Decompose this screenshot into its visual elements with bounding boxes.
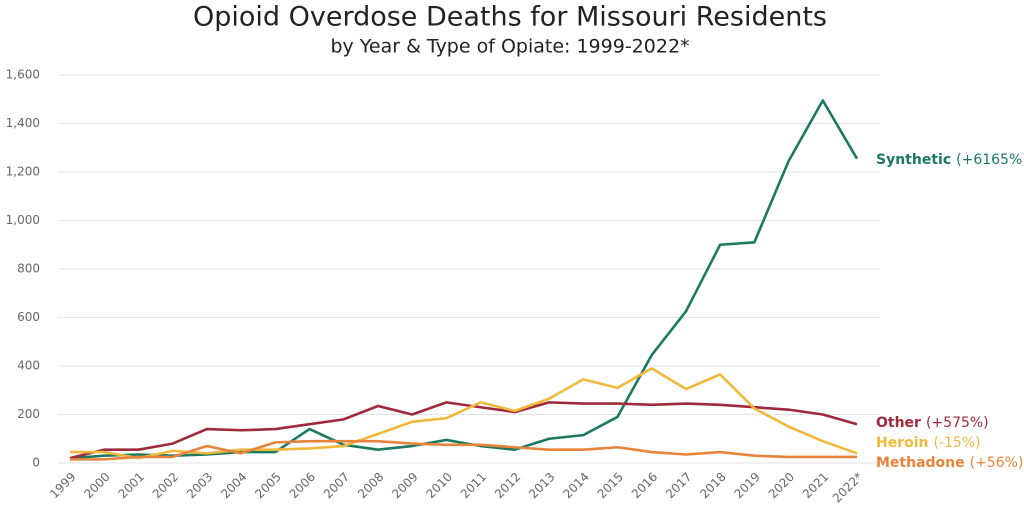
- series-line: [70, 439, 857, 461]
- x-tick-label: 2014: [560, 470, 591, 501]
- x-tick-label: 2016: [629, 470, 660, 501]
- y-tick-label: 1,000: [6, 213, 40, 227]
- series-label: Synthetic (+6165%): [876, 152, 1024, 168]
- series-change: (+56%): [970, 455, 1024, 471]
- x-tick-label: 2020: [766, 470, 797, 501]
- x-tick-label: 2022*: [830, 470, 866, 506]
- y-tick-label: 600: [17, 310, 40, 324]
- y-tick-label: 200: [17, 407, 40, 421]
- x-tick-label: 2015: [595, 470, 626, 501]
- x-tick-label: 2004: [218, 470, 249, 501]
- x-tick-label: 2017: [663, 470, 694, 501]
- x-tick-label: 2002: [150, 470, 181, 501]
- series-line: [70, 367, 858, 460]
- series-label: Heroin (-15%): [876, 435, 981, 451]
- series-change: (+6165%): [956, 152, 1024, 168]
- x-tick-label: 2021: [800, 470, 831, 501]
- series-name: Other: [876, 415, 921, 431]
- y-tick-label: 400: [17, 359, 40, 373]
- series-change: (+575%): [926, 415, 989, 431]
- x-tick-label: 2008: [355, 470, 386, 501]
- x-tick-label: 2001: [116, 470, 147, 501]
- series-change: (-15%): [934, 435, 981, 451]
- series-label: Methadone (+56%): [876, 455, 1023, 471]
- y-tick-label: 1,400: [6, 116, 40, 130]
- y-tick-label: 1,200: [6, 165, 40, 179]
- y-tick-label: 0: [32, 456, 40, 470]
- x-tick-label: 2012: [492, 470, 523, 501]
- x-tick-label: 2013: [526, 470, 557, 501]
- x-tick-label: 2000: [81, 470, 112, 501]
- series-name: Heroin: [876, 435, 929, 451]
- x-tick-label: 2007: [321, 470, 352, 501]
- series-label: Other (+575%): [876, 415, 989, 431]
- x-tick-label: 2010: [423, 470, 454, 501]
- series-line: [69, 99, 859, 460]
- x-tick-label: 2018: [697, 470, 728, 501]
- x-tick-label: 2003: [184, 470, 215, 501]
- y-tick-label: 800: [17, 262, 40, 276]
- chart-title: Opioid Overdose Deaths for Missouri Resi…: [193, 2, 827, 33]
- series-name: Methadone: [876, 455, 965, 471]
- x-tick-label: 1999: [47, 470, 78, 501]
- series-name: Synthetic: [876, 152, 951, 168]
- x-tick-label: 2005: [252, 470, 283, 501]
- x-tick-label: 2006: [287, 470, 318, 501]
- chart-subtitle: by Year & Type of Opiate: 1999-2022*: [330, 36, 689, 58]
- x-tick-label: 2009: [389, 470, 420, 501]
- x-tick-label: 2019: [731, 470, 762, 501]
- x-tick-label: 2011: [458, 470, 489, 501]
- y-tick-label: 1,600: [6, 68, 40, 82]
- series-line: [69, 401, 858, 460]
